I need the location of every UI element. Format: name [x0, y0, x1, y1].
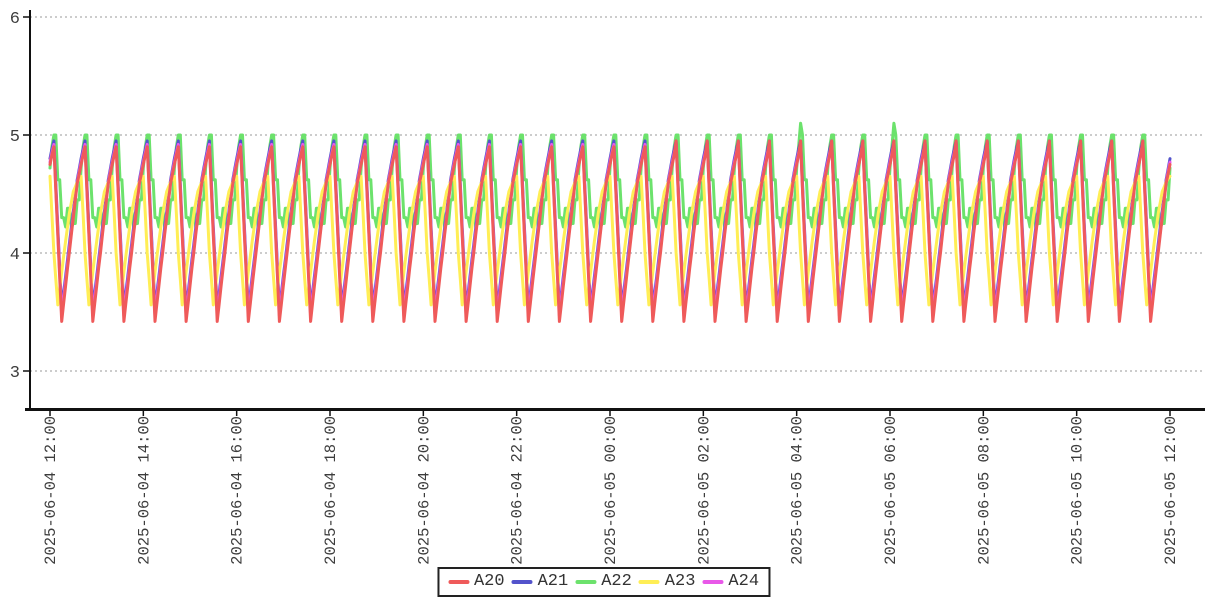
legend-label-A23: A23: [664, 572, 696, 591]
x-tick-label: 2025-06-04 22:00: [509, 416, 527, 565]
legend-item-A20: A20: [447, 572, 505, 591]
x-tick-label: 2025-06-04 20:00: [415, 416, 433, 565]
legend-label-A22: A22: [601, 572, 632, 591]
x-tick-label: 2025-06-05 06:00: [882, 416, 900, 565]
x-tick-label: 2025-06-05 10:00: [1069, 416, 1087, 565]
x-tick-label: 2025-06-05 02:00: [695, 416, 713, 565]
legend-item-A22: A22: [575, 572, 632, 591]
legend-item-A23: A23: [638, 572, 696, 591]
y-tick-label: 4: [10, 246, 20, 265]
x-tick-label: 2025-06-04 14:00: [135, 416, 153, 565]
x-tick-label: 2025-06-05 04:00: [789, 416, 807, 565]
series-line-A23: [48, 174, 1172, 307]
legend-label-A24: A24: [728, 572, 760, 591]
legend-label-A20: A20: [473, 572, 505, 591]
x-tick-label: 2025-06-04 16:00: [229, 416, 247, 565]
x-tick-label: 2025-06-04 12:00: [42, 416, 60, 565]
legend-item-A24: A24: [702, 572, 759, 591]
legend-swatch-A20: [447, 579, 469, 584]
x-tick-label: 2025-06-04 18:00: [322, 416, 340, 565]
legend-swatch-A21: [511, 579, 533, 584]
x-tick-label: 2025-06-05 08:00: [975, 416, 993, 565]
legend-swatch-A22: [575, 579, 597, 584]
legend-swatch-A23: [638, 579, 660, 584]
legend-item-A21: A21: [511, 572, 569, 591]
x-tick-label: 2025-06-05 00:00: [602, 416, 620, 565]
chart-legend: A20 A21 A22 A23 A24: [436, 567, 771, 597]
y-tick-label: 5: [10, 128, 20, 147]
x-tick-label: 2025-06-05 12:00: [1162, 416, 1180, 565]
legend-label-A21: A21: [537, 572, 569, 591]
y-tick-label: 3: [10, 364, 20, 383]
series-line-A20: [48, 139, 1172, 323]
legend-swatch-A24: [702, 579, 724, 584]
y-tick-label: 6: [10, 10, 20, 29]
